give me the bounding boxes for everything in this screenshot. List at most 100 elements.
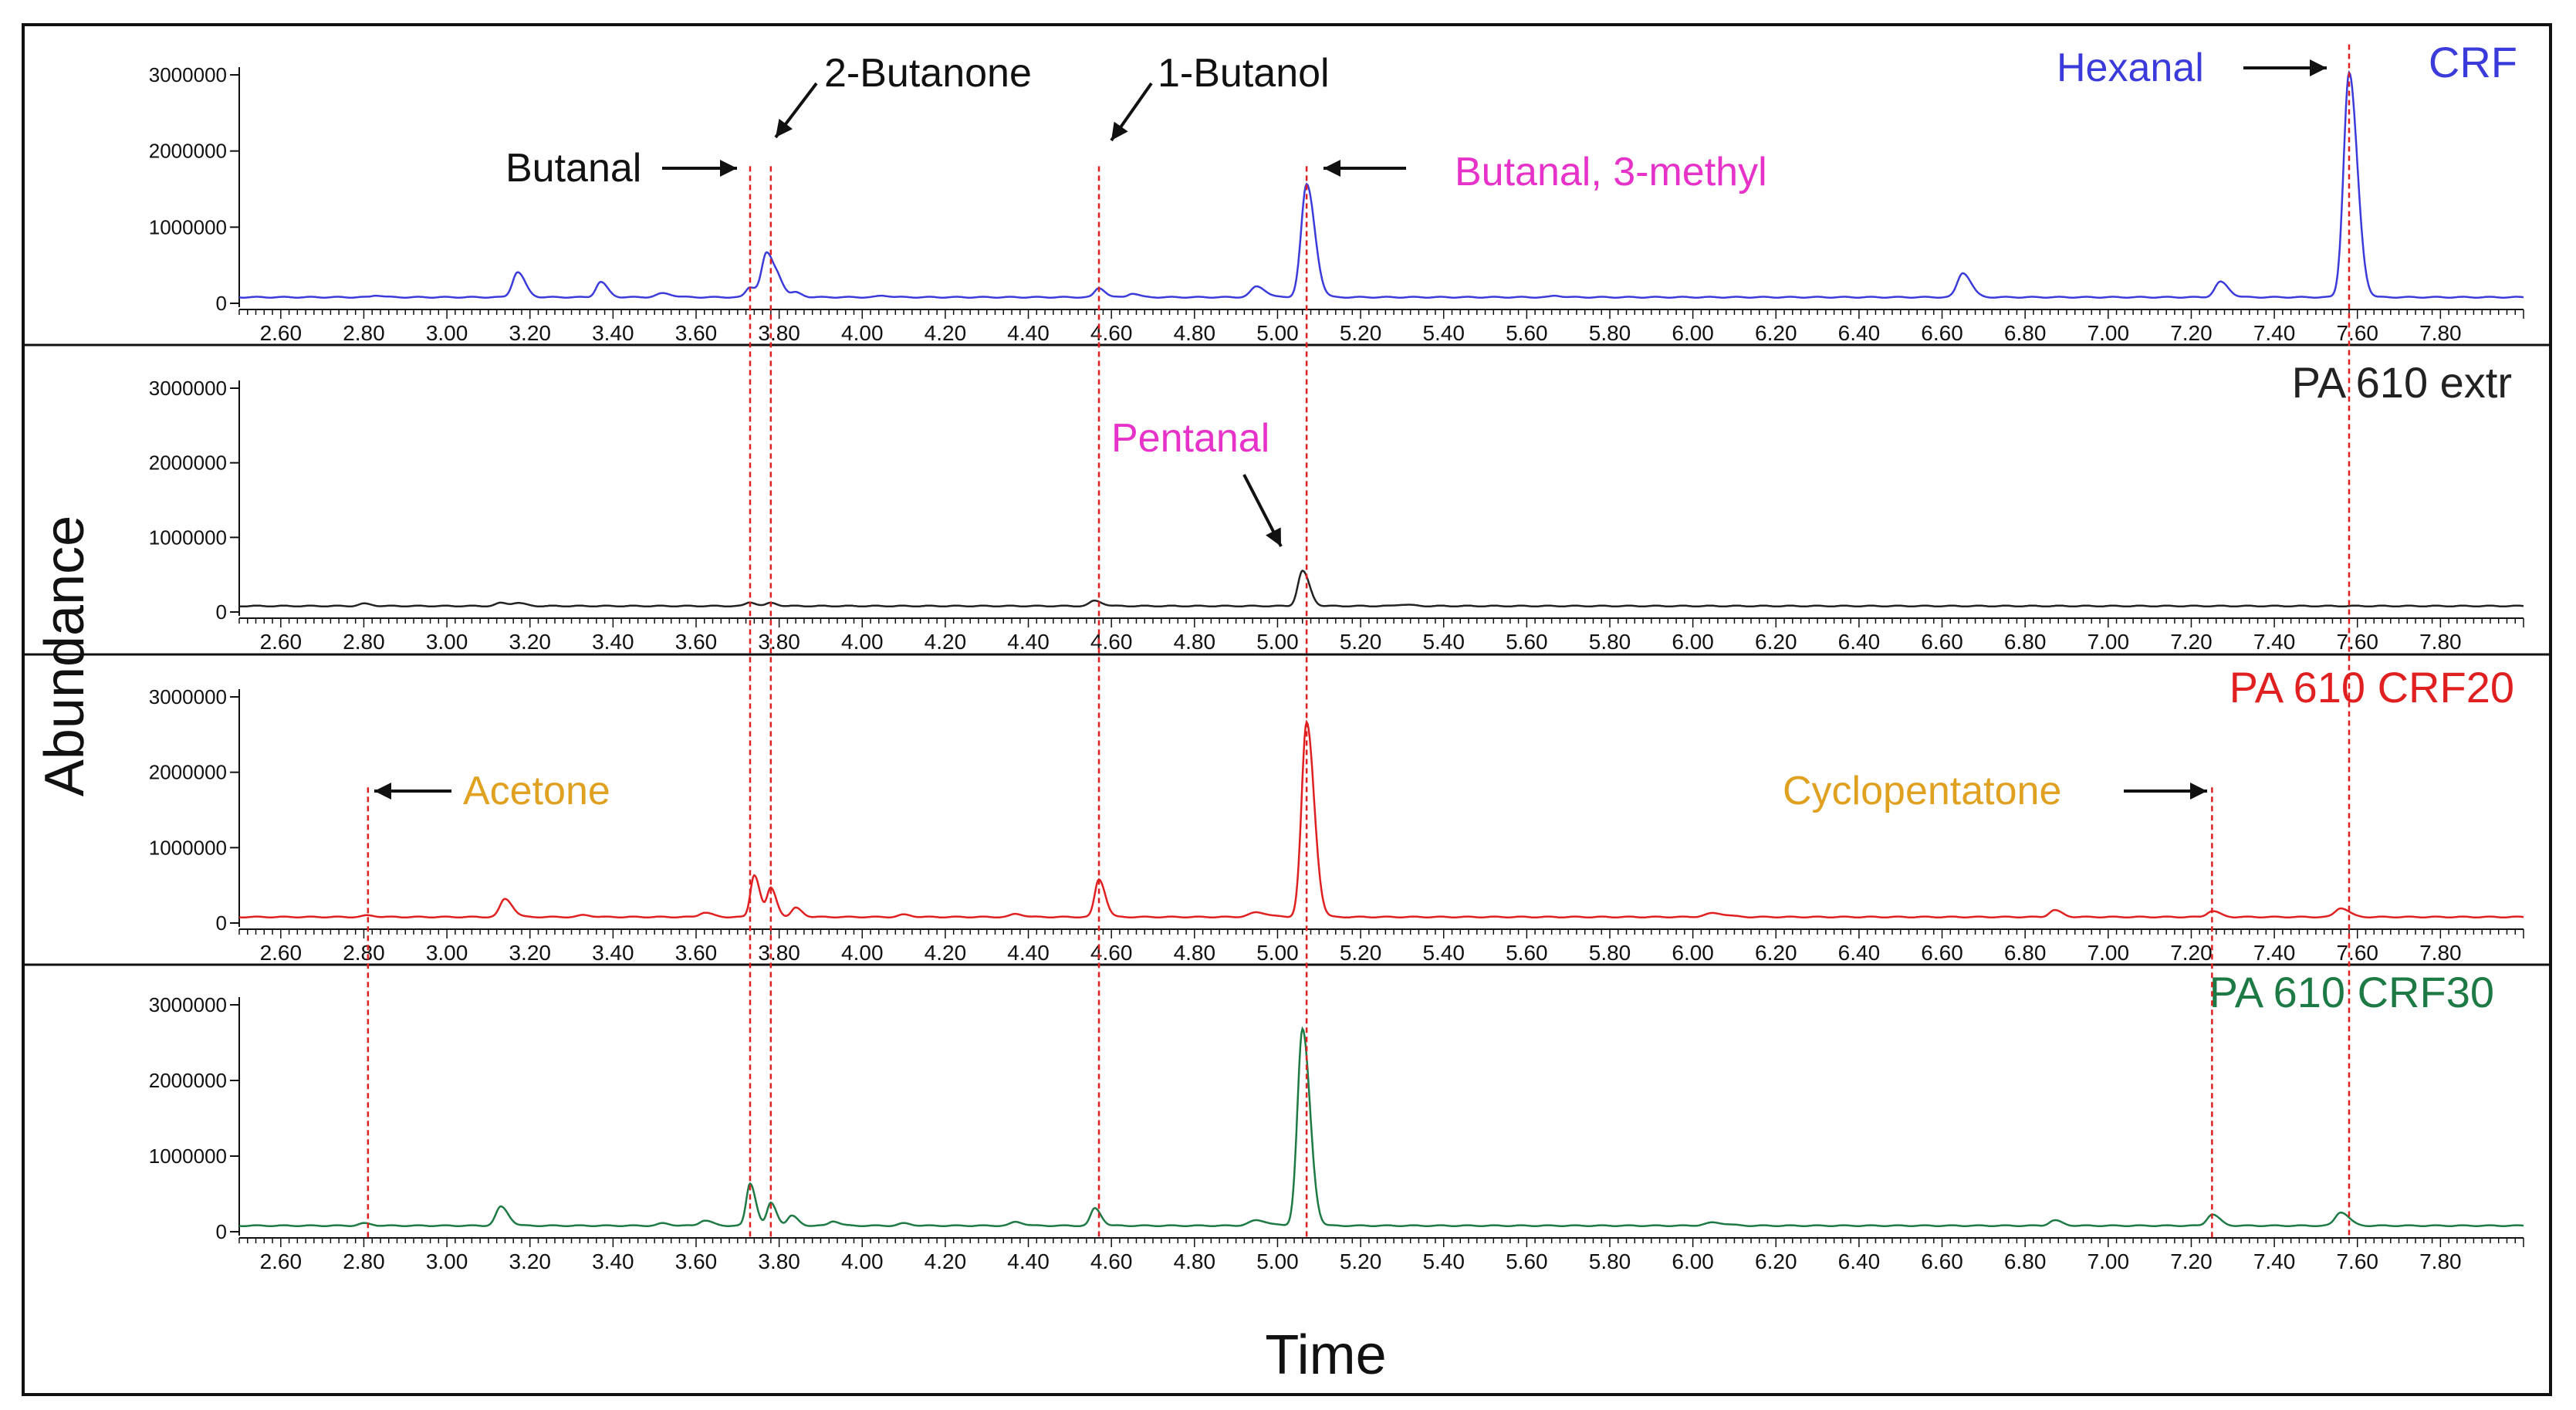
x-tick-label: 2.80 [343,321,385,345]
x-tick-label: 4.80 [1174,630,1216,654]
y-tick-label: 2000000 [149,1069,227,1092]
x-tick-label: 6.80 [2004,941,2047,965]
annotation-arrowhead [374,783,391,800]
y-tick-label: 3000000 [149,377,227,400]
x-tick-label: 6.60 [1921,321,1963,345]
annotation-label: Butanal [505,146,641,191]
x-tick-label: 3.00 [426,630,468,654]
y-tick-label: 0 [216,600,227,624]
x-tick-label: 5.80 [1589,941,1631,965]
x-tick-label: 6.20 [1755,321,1797,345]
x-tick-label: 5.20 [1340,941,1382,965]
x-tick-label: 5.40 [1422,1249,1465,1273]
x-tick-label: 6.40 [1838,1249,1881,1273]
x-tick-label: 4.60 [1090,321,1133,345]
x-tick-label: 4.60 [1090,630,1133,654]
annotation-label: Acetone [463,769,610,813]
x-tick-label: 3.20 [509,630,551,654]
x-tick-label: 3.40 [592,321,634,345]
x-tick-label: 5.40 [1422,941,1465,965]
x-tick-label: 6.00 [1672,941,1714,965]
x-tick-label: 4.80 [1174,321,1216,345]
y-axis-label: Abundance [34,516,96,796]
x-tick-label: 2.80 [343,630,385,654]
x-tick-label: 7.60 [2336,1249,2378,1273]
x-tick-label: 6.00 [1672,630,1714,654]
x-tick-label: 6.20 [1755,941,1797,965]
x-tick-label: 3.00 [426,1249,468,1273]
x-tick-label: 7.60 [2336,630,2378,654]
x-tick-label: 6.40 [1838,630,1881,654]
series-line-3 [238,719,2524,919]
x-tick-label: 4.40 [1007,630,1050,654]
x-tick-label: 5.60 [1506,630,1548,654]
x-tick-label: 7.80 [2419,941,2462,965]
y-tick-label: 0 [216,1220,227,1243]
annotation-arrowhead [776,118,793,137]
x-tick-label: 2.80 [343,941,385,965]
y-tick-label: 1000000 [149,215,227,238]
x-tick-label: 5.00 [1256,321,1299,345]
x-tick-label: 7.00 [2088,941,2130,965]
x-tick-label: 7.20 [2170,321,2213,345]
x-tick-label: 3.20 [509,321,551,345]
annotation-arrowhead [2190,783,2207,800]
panel-1: 0 1000000 2000000 3000000 2.60 2.80 3.00 3.20 3.… [23,63,2551,347]
series-line-2 [238,569,2524,608]
x-tick-label: 4.40 [1007,941,1050,965]
x-tick-label: 4.40 [1007,1249,1050,1273]
x-tick-label: 2.60 [260,941,303,965]
y-tick-label: 2000000 [149,451,227,475]
x-tick-label: 6.00 [1672,1249,1714,1273]
x-tick-label: 4.20 [925,321,967,345]
x-tick-label: 6.40 [1838,941,1881,965]
x-tick-label: 3.60 [675,630,718,654]
y-tick-label: 1000000 [149,1145,227,1168]
y-tick-label: 3000000 [149,685,227,708]
annotation-arrowhead [2310,59,2327,76]
x-tick-label: 5.60 [1506,321,1548,345]
annotation-arrowhead [720,160,737,177]
chart-frame [22,23,2552,1396]
annotation-arrowhead [1266,527,1281,546]
x-tick-label: 2.80 [343,1249,385,1273]
annotation-label: Pentanal [1111,416,1269,461]
x-tick-label: 2.60 [260,630,303,654]
x-tick-label: 2.60 [260,321,303,345]
x-tick-label: 5.40 [1422,321,1465,345]
panel-3: 0 1000000 2000000 3000000 2.60 2.80 3.00 3.20 3.… [23,685,2551,966]
x-tick-label: 3.40 [592,1249,634,1273]
x-tick-label: 7.00 [2088,630,2130,654]
x-tick-label: 4.00 [841,1249,884,1273]
x-tick-label: 6.80 [2004,630,2047,654]
x-tick-label: 7.40 [2253,630,2296,654]
x-tick-label: 5.40 [1422,630,1465,654]
x-tick-label: 7.00 [2088,321,2130,345]
x-tick-label: 7.20 [2170,941,2213,965]
x-tick-label: 3.60 [675,941,718,965]
x-tick-label: 5.00 [1256,1249,1299,1273]
x-tick-label: 6.60 [1921,1249,1963,1273]
x-tick-label: 4.80 [1174,941,1216,965]
x-tick-label: 5.00 [1256,941,1299,965]
x-tick-label: 5.00 [1256,630,1299,654]
x-tick-label: 5.20 [1340,321,1382,345]
x-axis-label: Time [1265,1324,1386,1386]
x-tick-label: 5.80 [1589,1249,1631,1273]
x-tick-label: 4.60 [1090,941,1133,965]
panel-label-2: PA 610 extr [2292,358,2512,407]
y-tick-label: 2000000 [149,140,227,163]
x-tick-label: 5.20 [1340,630,1382,654]
x-tick-label: 6.20 [1755,630,1797,654]
annotation-arrowhead [1111,121,1128,140]
x-tick-label: 6.40 [1838,321,1881,345]
x-tick-label: 7.20 [2170,1249,2213,1273]
x-tick-label: 5.60 [1506,1249,1548,1273]
panel-2: 0 1000000 2000000 3000000 2.60 2.80 3.00 3.20 3.… [23,377,2551,656]
annotation-arrowhead [1323,160,1340,177]
x-tick-label: 5.20 [1340,1249,1382,1273]
x-tick-label: 6.00 [1672,321,1714,345]
x-tick-label: 4.20 [925,630,967,654]
x-tick-label: 7.80 [2419,1249,2462,1273]
